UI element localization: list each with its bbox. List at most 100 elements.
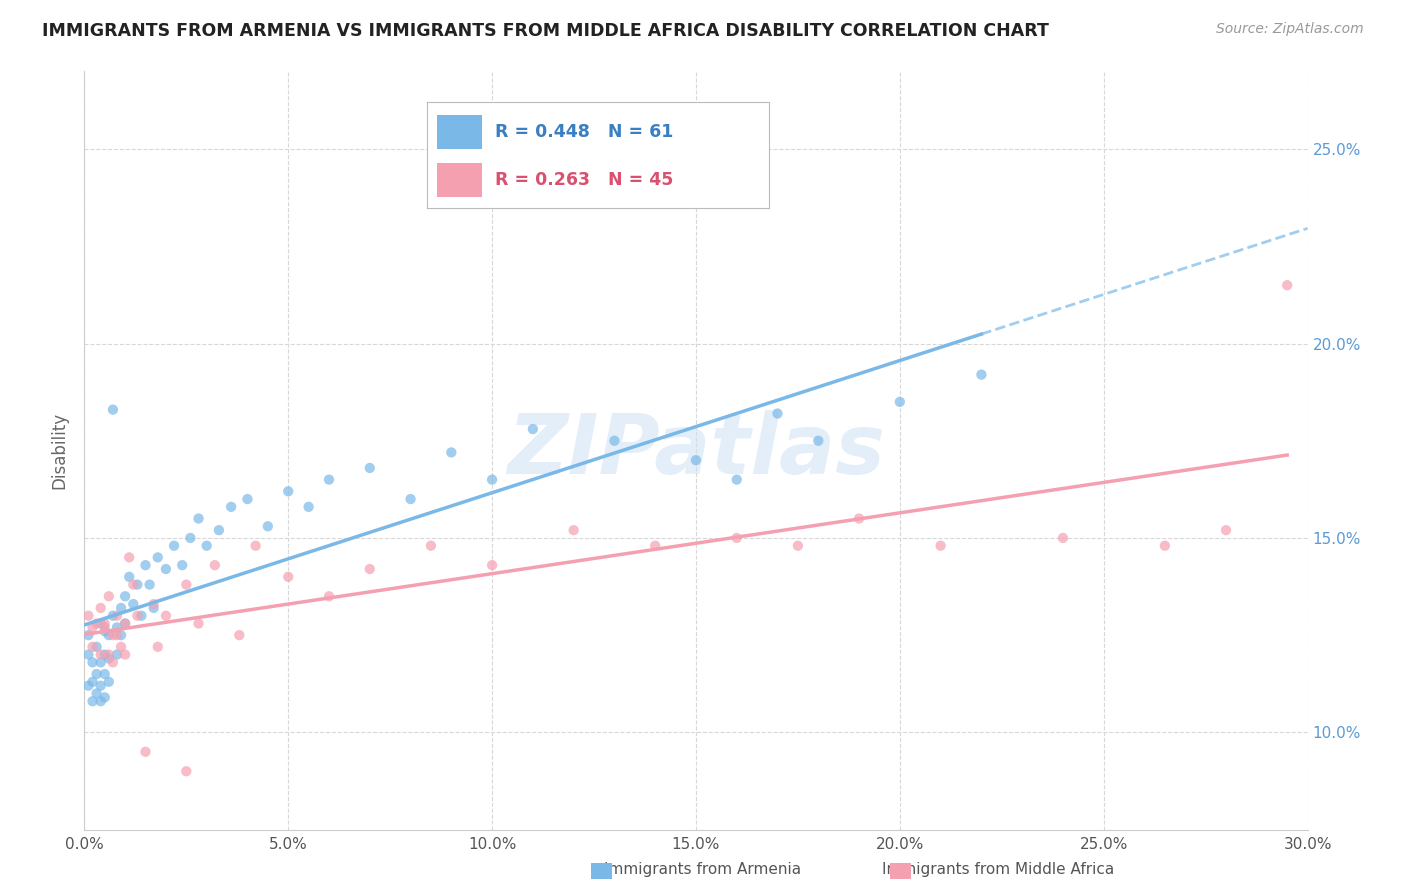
Point (93, 624, 115, 639)
Point (318, 589, 340, 603)
Point (90, 648, 112, 662)
Point (257, 519, 280, 533)
Point (93, 616, 115, 631)
Point (93, 667, 115, 681)
Point (277, 484, 299, 499)
Point (97, 648, 120, 662)
Point (97, 651, 120, 665)
Point (787, 539, 810, 553)
Point (101, 608, 124, 623)
Point (929, 539, 952, 553)
Point (138, 577, 160, 591)
Point (105, 608, 128, 623)
Point (118, 570, 141, 584)
Point (603, 434, 626, 448)
Point (135, 558, 157, 573)
Point (318, 473, 340, 487)
Point (228, 628, 250, 642)
Point (127, 577, 149, 591)
Y-axis label: Disability: Disability (51, 412, 69, 489)
Point (807, 434, 830, 448)
Point (86, 667, 108, 681)
Point (101, 656, 124, 670)
Text: IMMIGRANTS FROM ARMENIA VS IMMIGRANTS FROM MIDDLE AFRICA DISABILITY CORRELATION : IMMIGRANTS FROM ARMENIA VS IMMIGRANTS FR… (42, 22, 1049, 40)
Point (420, 539, 443, 553)
Point (440, 445, 463, 459)
Point (135, 745, 157, 759)
Point (146, 550, 169, 565)
Point (110, 628, 132, 642)
Text: Immigrants from Armenia: Immigrants from Armenia (605, 863, 801, 877)
Point (1215, 523, 1237, 537)
Point (101, 628, 124, 642)
Point (90, 616, 112, 631)
Point (82, 656, 104, 670)
Point (142, 601, 165, 615)
Point (97, 628, 120, 642)
Point (77, 648, 100, 662)
Point (122, 577, 145, 591)
Point (86, 616, 108, 631)
Point (105, 628, 128, 642)
Point (236, 491, 259, 506)
Point (110, 640, 132, 654)
Point (172, 558, 194, 573)
Point (118, 550, 141, 565)
Point (114, 648, 136, 662)
Point (562, 523, 585, 537)
Point (481, 558, 503, 573)
Point (219, 500, 242, 514)
Point (1277, 278, 1299, 293)
Point (86, 640, 108, 654)
Point (97, 674, 120, 689)
Point (195, 539, 218, 553)
Point (105, 648, 128, 662)
Point (970, 368, 993, 382)
Point (766, 407, 789, 421)
Point (725, 531, 748, 545)
Point (155, 608, 177, 623)
Point (359, 562, 381, 576)
Point (77, 628, 100, 642)
Point (122, 597, 145, 611)
Point (110, 601, 132, 615)
Point (82, 674, 104, 689)
Point (93, 620, 115, 634)
Point (245, 539, 267, 553)
Point (208, 523, 231, 537)
Point (889, 395, 911, 409)
Point (155, 562, 177, 576)
Point (90, 601, 112, 615)
Point (359, 461, 381, 475)
Point (131, 608, 153, 623)
Point (90, 694, 112, 708)
Point (187, 616, 209, 631)
Point (105, 620, 128, 634)
Point (179, 531, 201, 545)
Point (90, 679, 112, 693)
Text: ZIPatlas: ZIPatlas (508, 410, 884, 491)
Point (93, 690, 115, 705)
Point (77, 608, 100, 623)
Point (522, 422, 544, 436)
Point (142, 597, 165, 611)
Point (481, 473, 503, 487)
Point (685, 453, 707, 467)
Point (97, 589, 120, 603)
Point (114, 616, 136, 631)
Point (82, 694, 104, 708)
Point (174, 577, 197, 591)
Point (146, 640, 169, 654)
Point (127, 608, 149, 623)
Point (298, 500, 321, 514)
Point (77, 679, 100, 693)
Point (399, 491, 422, 506)
Point (1154, 539, 1177, 553)
Point (114, 589, 136, 603)
Point (187, 511, 209, 525)
Point (82, 620, 104, 634)
Point (277, 570, 299, 584)
Point (101, 402, 124, 417)
Point (86, 686, 108, 700)
Point (204, 558, 226, 573)
